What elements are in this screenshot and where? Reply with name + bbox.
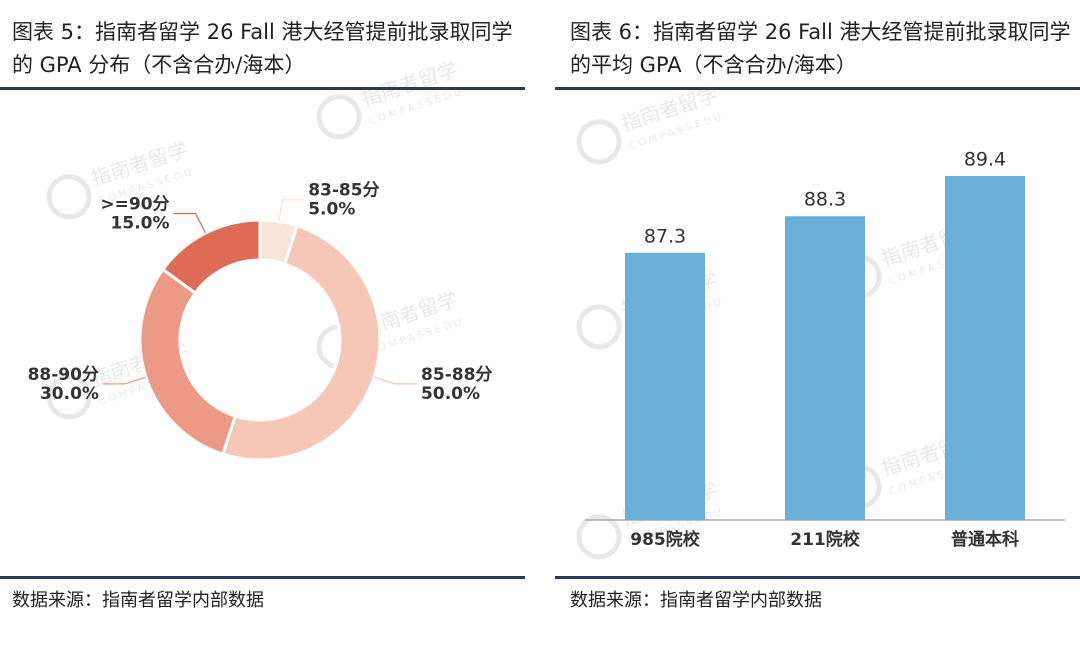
slice-label: 88-90分	[28, 365, 99, 385]
footer-rule	[0, 576, 525, 579]
watermark-logo	[576, 514, 622, 560]
x-tick-label: 211院校	[790, 529, 860, 550]
leader-line	[102, 376, 147, 385]
leader-line	[278, 199, 305, 222]
x-tick-label: 普通本科	[951, 529, 1019, 550]
source-note: 数据来源：指南者留学内部数据	[12, 590, 264, 611]
footer-rule	[555, 576, 1080, 579]
leader-line	[173, 212, 207, 234]
slice-label: >=90分	[100, 194, 169, 214]
slice-value-label: 30.0%	[40, 384, 99, 404]
slice-value-label: 15.0%	[111, 213, 170, 233]
watermark-logo	[576, 119, 622, 165]
bar	[945, 175, 1025, 520]
watermark-logo	[316, 94, 362, 140]
value-label: 89.4	[964, 148, 1006, 170]
value-label: 88.3	[804, 189, 846, 211]
header-rule	[0, 87, 525, 90]
slice-label: 85-88分	[421, 365, 492, 385]
slice-value-label: 50.0%	[421, 384, 480, 404]
header-rule	[555, 87, 1080, 90]
watermark-logo	[576, 304, 622, 350]
donut-segment	[161, 218, 262, 295]
source-note: 数据来源：指南者留学内部数据	[570, 590, 822, 611]
donut-segment	[138, 267, 237, 456]
bar	[785, 216, 865, 520]
chart-title: 图表 5：指南者留学 26 Fall 港大经管提前批录取同学的 GPA 分布（不…	[12, 20, 513, 77]
watermark-logo	[46, 374, 92, 420]
watermark-logo	[46, 174, 92, 220]
slice-value-label: 5.0%	[308, 200, 355, 220]
slice-label: 83-85分	[308, 181, 379, 201]
value-label: 87.3	[644, 225, 686, 247]
bar	[625, 252, 705, 520]
x-tick-label: 985院校	[630, 529, 700, 550]
leader-line	[373, 376, 418, 385]
chart-title: 图表 6：指南者留学 26 Fall 港大经管提前批录取同学的平均 GPA（不含…	[570, 20, 1071, 77]
donut-segment	[221, 224, 382, 462]
